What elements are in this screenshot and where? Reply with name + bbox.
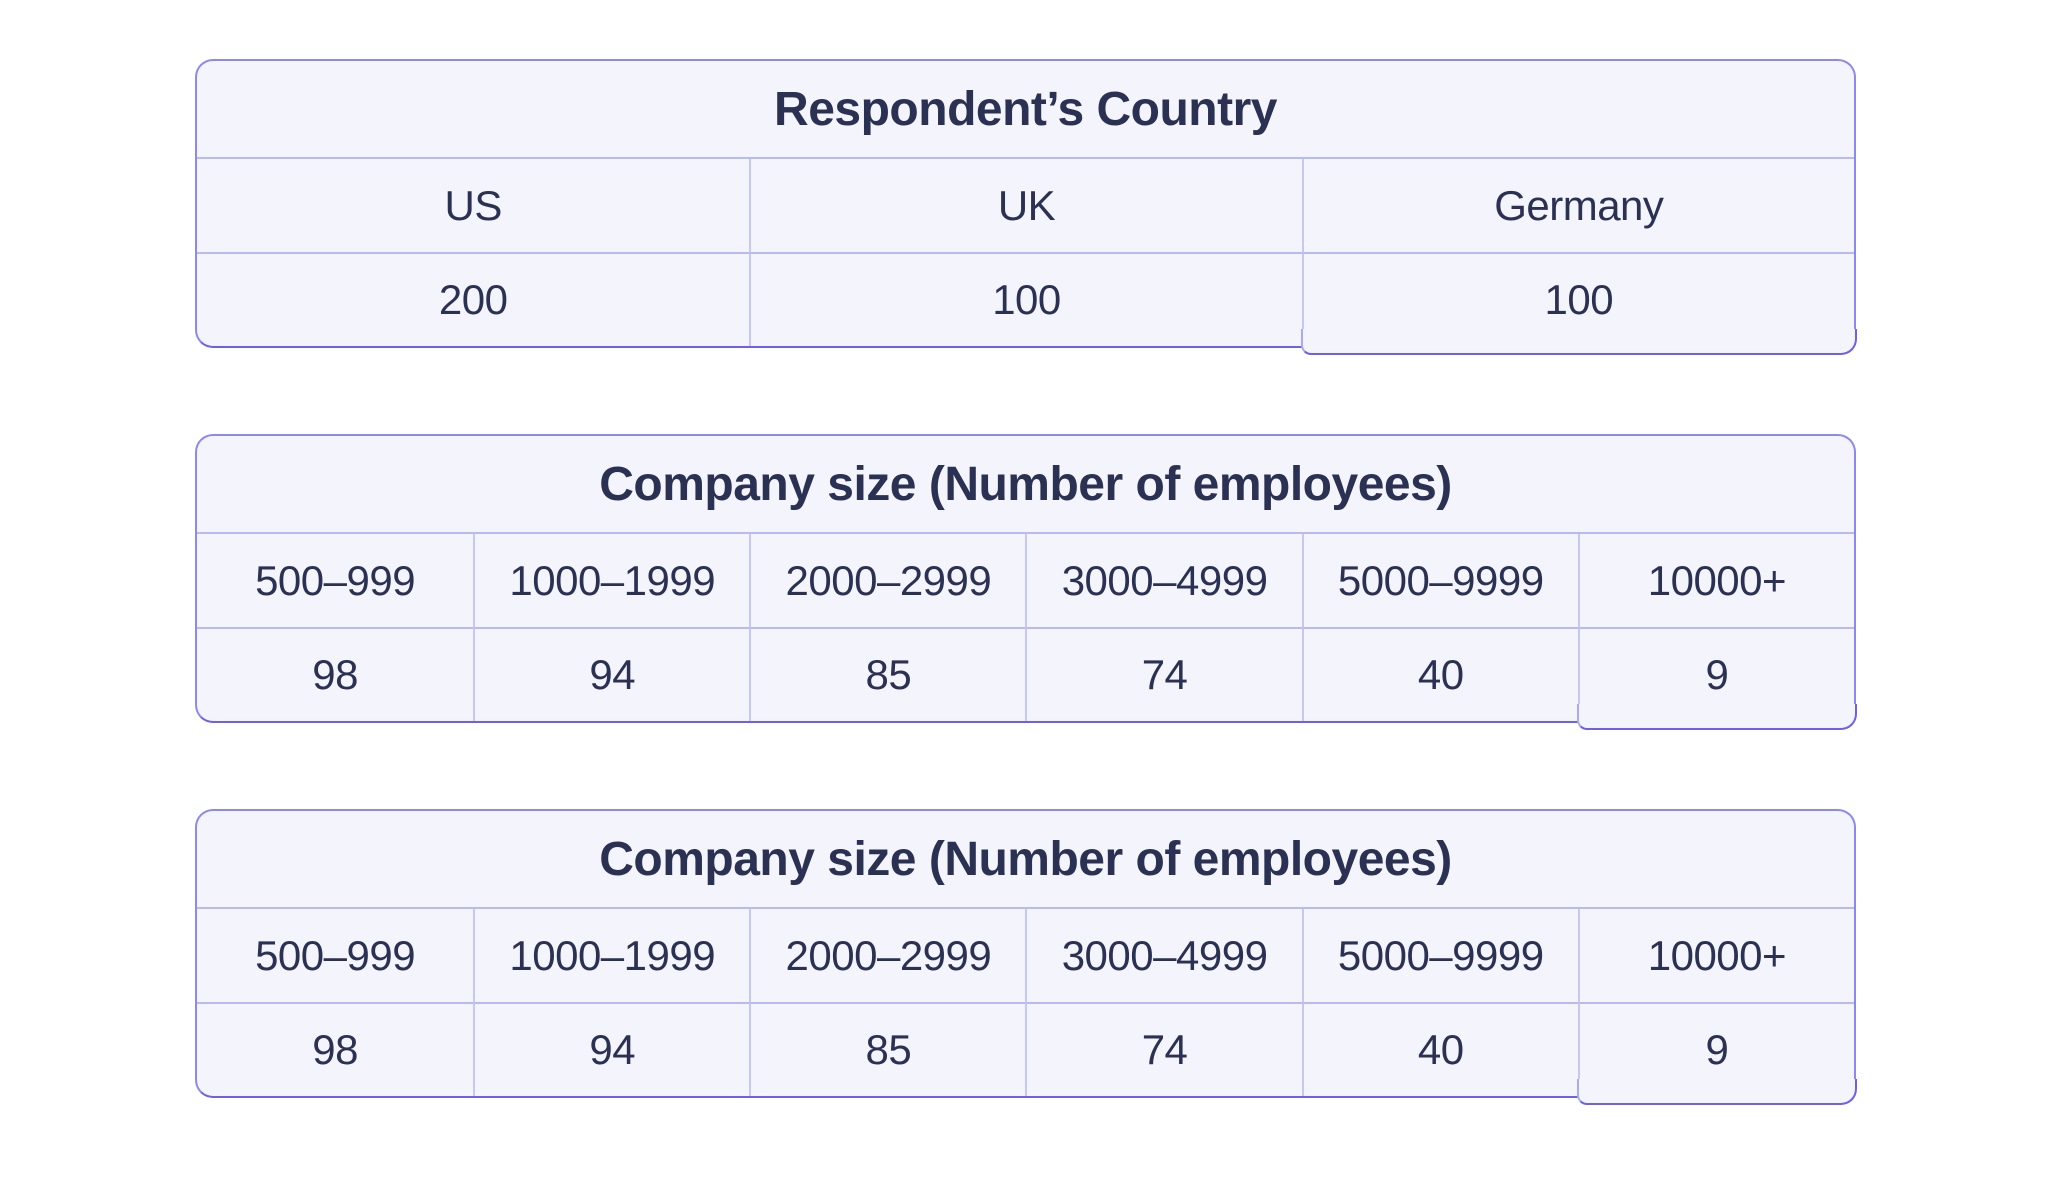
column-header: US [197, 159, 750, 254]
column-header: 3000–4999 [1025, 909, 1302, 1004]
table-cell: 85 [749, 629, 1025, 721]
column-header: 2000–2999 [749, 534, 1026, 629]
table-cell: 98 [312, 1026, 358, 1073]
column-header: 10000+ [1577, 534, 1854, 629]
table-title: Company size (Number of employees) [197, 811, 1854, 909]
table-title: Respondent’s Country [197, 61, 1854, 159]
table-cell: 94 [473, 629, 749, 721]
page: Respondent’s Country US UK Germany 200 1… [195, 59, 1857, 1184]
table-cell: 98 [312, 651, 358, 698]
table-cell: 40 [1301, 629, 1578, 721]
table-cell: 9 [1577, 1004, 1854, 1096]
table-cell: 74 [1025, 1004, 1301, 1096]
table-title: Company size (Number of employees) [197, 436, 1854, 534]
column-header: Germany [1301, 159, 1854, 254]
table-data-row: 98 94 85 74 40 9 [197, 1004, 1854, 1096]
table-corner-tab [1576, 1079, 1857, 1105]
table-header-row: 500–999 1000–1999 2000–2999 3000–4999 50… [197, 534, 1854, 629]
company-size-table-duplicate: Company size (Number of employees) 500–9… [195, 809, 1857, 1105]
column-header: 1000–1999 [473, 909, 750, 1004]
table-cell: 100 [1301, 254, 1854, 346]
column-header: 500–999 [197, 534, 474, 629]
column-header: 3000–4999 [1025, 534, 1302, 629]
table-cell: 85 [749, 1004, 1025, 1096]
table-cell: 94 [473, 1004, 749, 1096]
table-cell: 74 [1025, 629, 1301, 721]
table-data-row: 98 94 85 74 40 9 [197, 629, 1854, 721]
table-cell: 9 [1577, 629, 1854, 721]
table-corner-tab [1300, 329, 1857, 355]
column-header: 2000–2999 [749, 909, 1026, 1004]
table-header-row: 500–999 1000–1999 2000–2999 3000–4999 50… [197, 909, 1854, 1004]
column-header: 500–999 [197, 909, 474, 1004]
table-cell: 100 [749, 254, 1301, 346]
respondents-country-table: Respondent’s Country US UK Germany 200 1… [195, 59, 1857, 355]
table-cell: 200 [438, 276, 508, 323]
table-header-row: US UK Germany [197, 159, 1854, 254]
table-cell: 40 [1301, 1004, 1578, 1096]
table-data-row: 200 100 100 [197, 254, 1854, 346]
table-corner-tab [1576, 704, 1857, 730]
column-header: 1000–1999 [473, 534, 750, 629]
company-size-table: Company size (Number of employees) 500–9… [195, 434, 1857, 730]
column-header: 5000–9999 [1301, 909, 1578, 1004]
column-header: 5000–9999 [1301, 534, 1578, 629]
column-header: UK [749, 159, 1302, 254]
column-header: 10000+ [1577, 909, 1854, 1004]
